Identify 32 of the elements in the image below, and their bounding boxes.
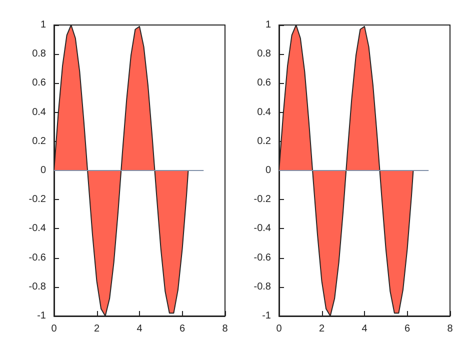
x-tick-label: 2 <box>318 324 325 334</box>
x-tick-label: 0 <box>276 324 282 334</box>
y-tick-label: -0.6 <box>254 252 272 264</box>
y-tick-label: 0.4 <box>257 106 272 118</box>
y-tick-label: -1 <box>262 310 272 322</box>
y-tick-label: 0.6 <box>32 78 46 89</box>
y-tick-label: -0.6 <box>28 252 46 264</box>
y-tick-label: -0.4 <box>254 223 272 234</box>
y-tick-label: -1 <box>37 310 46 322</box>
x-tick-label: 2 <box>94 324 100 334</box>
x-tick-label: 8 <box>222 324 228 334</box>
x-tick-label: 0 <box>51 324 58 334</box>
y-tick-label: 0 <box>265 165 272 176</box>
y-tick-label: -0.2 <box>28 194 46 206</box>
x-tick-label: 8 <box>447 324 454 334</box>
y-tick-label: 0.2 <box>257 136 272 147</box>
y-tick-label: -0.8 <box>254 281 272 292</box>
y-tick-label: 1 <box>265 20 272 30</box>
y-tick-label: 0 <box>40 165 46 176</box>
y-tick-label: 0.8 <box>257 48 272 60</box>
y-tick-label: 0.4 <box>32 106 46 118</box>
x-tick-label: 6 <box>404 324 410 334</box>
x-tick-label: 6 <box>179 324 186 334</box>
x-tick-label: 4 <box>362 324 368 334</box>
y-tick-label: -0.8 <box>28 281 46 292</box>
y-tick-label: 1 <box>40 20 46 30</box>
y-tick-label: 0.2 <box>32 136 46 147</box>
y-tick-label: -0.2 <box>254 194 272 206</box>
x-tick-label: 4 <box>136 324 143 334</box>
y-tick-label: -0.4 <box>28 223 46 234</box>
y-tick-label: 0.8 <box>32 48 46 60</box>
y-tick-label: 0.6 <box>257 78 272 89</box>
